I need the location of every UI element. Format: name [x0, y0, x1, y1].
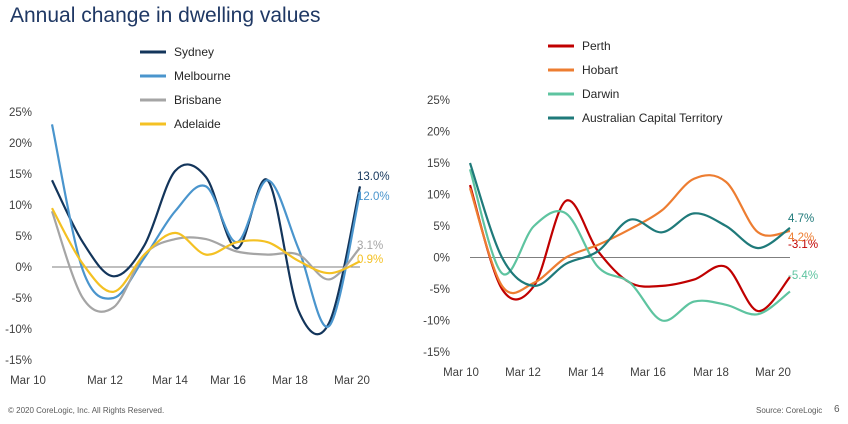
- x-tick-label: Mar 18: [693, 367, 729, 379]
- end-value-label: 3.1%: [357, 240, 383, 252]
- copyright-text: © 2020 CoreLogic, Inc. All Rights Reserv…: [8, 406, 165, 415]
- legend-entry: Adelaide: [140, 117, 221, 131]
- series-line-darwin: [468, 168, 791, 322]
- end-value-label: -3.1%: [788, 239, 818, 251]
- y-tick-label: 5%: [433, 221, 450, 233]
- x-tick-label: Mar 20: [334, 375, 370, 387]
- series-line-sydney: [51, 163, 362, 336]
- y-tick-label: -5%: [12, 293, 32, 305]
- x-tick-label: Mar 10: [443, 367, 479, 379]
- legend-entry: Darwin: [548, 87, 619, 101]
- y-tick-label: -15%: [423, 347, 450, 359]
- legend-label: Australian Capital Territory: [582, 111, 723, 125]
- y-tick-label: -10%: [5, 324, 32, 336]
- end-value-label: 0.9%: [357, 254, 383, 266]
- x-tick-label: Mar 16: [210, 375, 246, 387]
- page-number: 6: [834, 404, 840, 415]
- legend-label: Melbourne: [174, 69, 231, 83]
- legend-entry: Australian Capital Territory: [548, 111, 723, 125]
- end-value-label: -5.4%: [788, 270, 818, 282]
- x-tick-label: Mar 12: [87, 375, 123, 387]
- series-line-brisbane: [50, 210, 361, 313]
- y-tick-label: 10%: [9, 200, 32, 212]
- y-tick-label: -10%: [423, 316, 450, 328]
- series-line-melbourne: [50, 124, 362, 328]
- legend-label: Darwin: [582, 87, 619, 101]
- x-tick-label: Mar 14: [152, 375, 188, 387]
- end-value-label: 4.2%: [788, 232, 814, 244]
- x-tick-label: Mar 10: [10, 375, 46, 387]
- y-tick-label: 5%: [15, 231, 32, 243]
- legend-entry: Perth: [548, 39, 611, 53]
- legend-entry: Melbourne: [140, 69, 231, 83]
- y-tick-label: 0%: [433, 253, 450, 265]
- x-tick-label: Mar 20: [755, 367, 791, 379]
- x-tick-label: Mar 12: [505, 367, 541, 379]
- legend-entry: Hobart: [548, 63, 619, 77]
- legend-label: Adelaide: [174, 117, 221, 131]
- legend-entry: Sydney: [140, 45, 214, 59]
- page-title: Annual change in dwelling values: [10, 4, 321, 27]
- end-value-label: 4.7%: [788, 213, 814, 225]
- end-value-label: 12.0%: [357, 191, 390, 203]
- y-tick-label: -15%: [5, 355, 32, 367]
- legend-label: Sydney: [174, 45, 214, 59]
- x-tick-label: Mar 18: [272, 375, 308, 387]
- y-tick-label: 25%: [427, 95, 450, 107]
- y-tick-label: 25%: [9, 107, 32, 119]
- series-line-australian-capital-territory: [468, 162, 791, 287]
- y-tick-label: 20%: [9, 138, 32, 150]
- source-text: Source: CoreLogic: [756, 406, 823, 415]
- x-tick-label: Mar 16: [630, 367, 666, 379]
- series-line-hobart: [468, 174, 791, 295]
- y-tick-label: -5%: [430, 284, 450, 296]
- legend-label: Perth: [582, 39, 611, 53]
- y-tick-label: 15%: [427, 158, 450, 170]
- y-tick-label: 0%: [15, 262, 32, 274]
- series-line-adelaide: [51, 207, 361, 293]
- chart-2: 25% 20% 15% 10% 5% 0% -5% -10% -15% Mar 10 Mar 12 M…: [423, 39, 818, 379]
- legend-label: Brisbane: [174, 93, 222, 107]
- chart-1: 25% 20% 15% 10% 5% 0% -5% -10% -15% Mar 10 Mar 12 M…: [5, 45, 389, 387]
- y-tick-label: 15%: [9, 169, 32, 181]
- end-value-label: 13.0%: [357, 171, 390, 183]
- x-tick-label: Mar 14: [568, 367, 604, 379]
- y-tick-label: 10%: [427, 190, 450, 202]
- y-tick-label: 20%: [427, 127, 450, 139]
- legend-entry: Brisbane: [140, 93, 222, 107]
- legend-label: Hobart: [582, 63, 619, 77]
